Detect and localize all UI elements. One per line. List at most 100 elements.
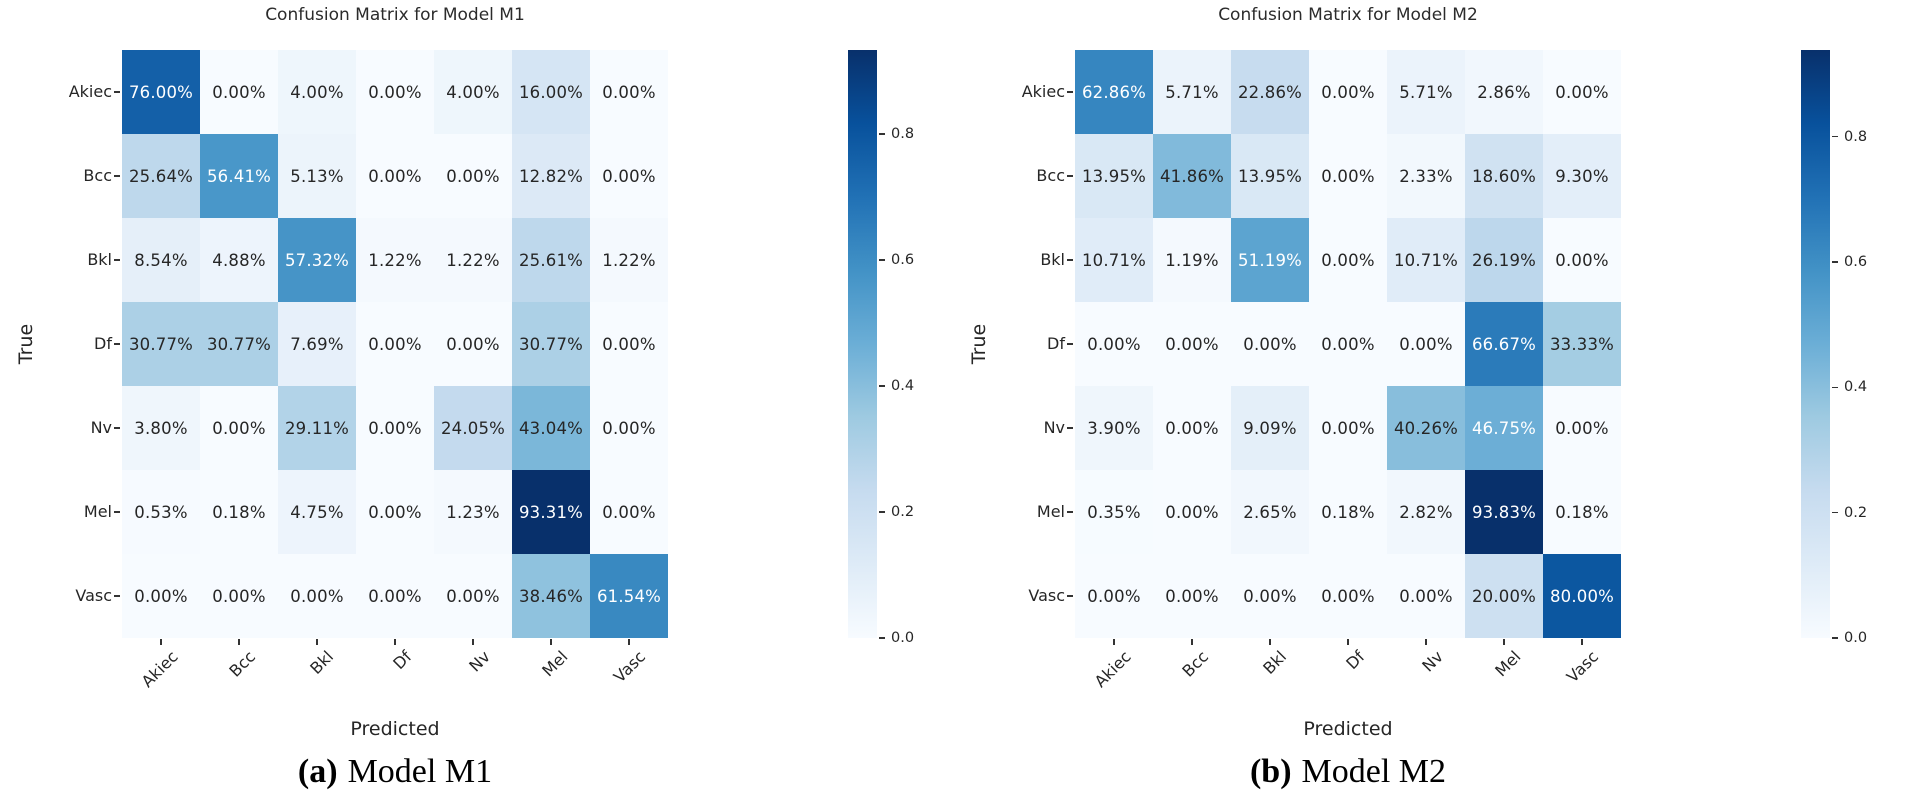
x-tick-label: Df — [1342, 647, 1369, 674]
colorbar-tick-mark — [879, 637, 885, 639]
colorbar — [1801, 50, 1830, 638]
heatmap-cell: 25.64% — [122, 134, 200, 218]
y-tick-label: Mel — [83, 502, 112, 521]
heatmap-cell: 0.00% — [590, 470, 668, 554]
colorbar-tick-mark — [879, 511, 885, 513]
y-tick-label: Bkl — [1040, 250, 1065, 269]
cell-value: 30.77% — [518, 334, 584, 354]
y-tick-mark — [1067, 91, 1073, 93]
heatmap-cell: 9.09% — [1231, 386, 1309, 470]
y-tick-label: Akiec — [1021, 82, 1065, 101]
heatmap-cell: 0.00% — [1387, 302, 1465, 386]
x-tick-mark — [394, 639, 396, 645]
cell-value: 0.00% — [602, 334, 656, 354]
cell-value: 66.67% — [1471, 334, 1537, 354]
cell-value: 0.00% — [1399, 334, 1453, 354]
cell-value: 0.00% — [1243, 586, 1297, 606]
cell-value: 0.00% — [1321, 586, 1375, 606]
x-axis-label: Predicted — [350, 718, 440, 740]
cell-value: 0.00% — [1399, 586, 1453, 606]
cell-value: 13.95% — [1237, 166, 1303, 186]
heatmap-cell: 51.19% — [1231, 218, 1309, 302]
y-tick-mark — [114, 91, 120, 93]
y-tick-label: Nv — [1043, 418, 1065, 437]
cell-value: 0.18% — [1321, 502, 1375, 522]
cell-value: 0.00% — [1555, 418, 1609, 438]
x-tick-mark — [316, 639, 318, 645]
heatmap-grid: 76.00% 0.00% 4.00% 0.00% 4.00% 16.00% 0.00% 25.… — [122, 50, 668, 638]
colorbar-tick-mark — [879, 133, 885, 135]
cell-value: 40.26% — [1393, 418, 1459, 438]
heatmap-cell: 62.86% — [1075, 50, 1153, 134]
heatmap-cell: 16.00% — [512, 50, 590, 134]
cell-value: 12.82% — [518, 166, 584, 186]
cell-value: 5.71% — [1165, 82, 1219, 102]
y-tick-label: Vasc — [1028, 586, 1065, 605]
cell-value: 0.00% — [1555, 82, 1609, 102]
heatmap-cell: 9.30% — [1543, 134, 1621, 218]
cell-value: 2.65% — [1243, 502, 1297, 522]
heatmap-cell: 76.00% — [122, 50, 200, 134]
cell-value: 13.95% — [1081, 166, 1147, 186]
x-tick-label: Mel — [1491, 647, 1525, 681]
cell-value: 0.00% — [368, 418, 422, 438]
colorbar-tick-mark — [1832, 135, 1838, 138]
x-tick-mark — [238, 639, 240, 645]
heatmap-cell: 0.00% — [434, 302, 512, 386]
heatmap-cell: 24.05% — [434, 386, 512, 470]
cell-value: 38.46% — [518, 586, 584, 606]
cell-value: 0.00% — [1087, 334, 1141, 354]
heatmap-cell: 3.80% — [122, 386, 200, 470]
y-tick-mark — [114, 427, 120, 429]
cell-value: 2.86% — [1477, 82, 1531, 102]
y-tick-mark — [1067, 175, 1073, 177]
cell-value: 0.00% — [212, 82, 266, 102]
chart-title: Confusion Matrix for Model M1 — [265, 5, 525, 25]
cell-value: 1.22% — [602, 250, 656, 270]
heatmap-cell: 30.77% — [512, 302, 590, 386]
x-tick-mark — [1503, 639, 1505, 645]
heatmap-cell: 0.18% — [1543, 470, 1621, 554]
x-tick-mark — [628, 639, 630, 645]
cell-value: 46.75% — [1471, 418, 1537, 438]
heatmap-cell: 1.22% — [590, 218, 668, 302]
x-tick-mark — [1113, 639, 1115, 645]
heatmap-cell: 0.00% — [356, 554, 434, 638]
y-tick-mark — [114, 175, 120, 177]
cell-value: 0.00% — [446, 334, 500, 354]
heatmap-cell: 0.00% — [1153, 302, 1231, 386]
cell-value: 0.00% — [1321, 418, 1375, 438]
cell-value: 0.00% — [1165, 502, 1219, 522]
x-tick-label: Bkl — [1259, 647, 1291, 678]
cell-value: 22.86% — [1237, 82, 1303, 102]
cell-value: 30.77% — [128, 334, 194, 354]
colorbar-tick-label: 0.2 — [891, 503, 915, 520]
heatmap-cell: 0.00% — [1543, 50, 1621, 134]
subfigure-caption: (a) Model M1 — [72, 753, 718, 791]
heatmap-cell: 30.77% — [200, 302, 278, 386]
cell-value: 56.41% — [206, 166, 272, 186]
heatmap-cell: 1.19% — [1153, 218, 1231, 302]
colorbar-tick-label: 0.0 — [891, 630, 915, 646]
y-tick-mark — [114, 595, 120, 597]
cell-value: 62.86% — [1081, 82, 1147, 102]
y-tick-label: Akiec — [68, 82, 112, 101]
heatmap-cell: 0.00% — [1309, 302, 1387, 386]
heatmap-cell: 1.22% — [434, 218, 512, 302]
cell-value: 0.18% — [212, 502, 266, 522]
heatmap-cell: 0.00% — [1543, 218, 1621, 302]
cell-value: 25.64% — [128, 166, 194, 186]
heatmap-cell: 0.00% — [356, 302, 434, 386]
cell-value: 4.75% — [290, 502, 344, 522]
cell-value: 0.00% — [1321, 334, 1375, 354]
heatmap-cell: 25.61% — [512, 218, 590, 302]
heatmap-cell: 40.26% — [1387, 386, 1465, 470]
heatmap-cell: 0.00% — [356, 134, 434, 218]
cell-value: 0.00% — [134, 586, 188, 606]
cell-value: 2.82% — [1399, 502, 1453, 522]
heatmap-cell: 0.00% — [1153, 470, 1231, 554]
x-tick-label: Akiec — [1090, 647, 1135, 692]
cell-value: 2.33% — [1399, 166, 1453, 186]
heatmap-cell: 43.04% — [512, 386, 590, 470]
heatmap-cell: 0.00% — [356, 50, 434, 134]
